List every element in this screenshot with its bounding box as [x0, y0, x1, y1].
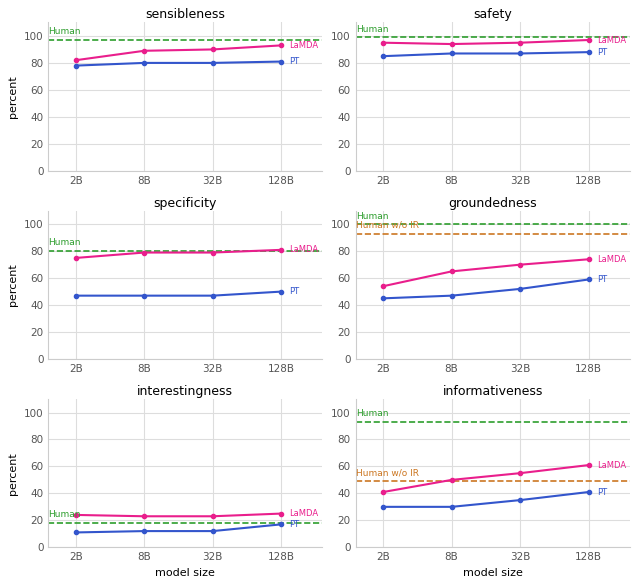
Text: PT: PT [289, 57, 300, 66]
Title: safety: safety [474, 8, 512, 21]
Text: LaMDA: LaMDA [596, 36, 626, 45]
Text: Human: Human [49, 239, 81, 247]
X-axis label: model size: model size [463, 568, 523, 578]
Text: PT: PT [596, 488, 607, 496]
Text: Human: Human [356, 25, 388, 33]
Y-axis label: percent: percent [8, 264, 19, 306]
Text: Human: Human [49, 510, 81, 519]
Text: Human: Human [356, 212, 388, 220]
Y-axis label: percent: percent [8, 452, 19, 495]
Text: Human: Human [356, 409, 388, 418]
Title: sensibleness: sensibleness [145, 8, 225, 21]
Text: LaMDA: LaMDA [596, 255, 626, 264]
Text: Human: Human [49, 28, 81, 36]
Text: PT: PT [289, 520, 300, 529]
Title: interestingness: interestingness [138, 385, 234, 398]
Text: PT: PT [596, 47, 607, 57]
Title: specificity: specificity [154, 197, 217, 210]
Title: groundedness: groundedness [449, 197, 537, 210]
Text: PT: PT [596, 275, 607, 284]
Text: LaMDA: LaMDA [289, 41, 319, 50]
Title: informativeness: informativeness [442, 385, 543, 398]
Text: Human w/o IR: Human w/o IR [356, 221, 419, 230]
Y-axis label: percent: percent [8, 75, 19, 118]
X-axis label: model size: model size [156, 568, 215, 578]
Text: Human w/o IR: Human w/o IR [356, 469, 419, 478]
Text: LaMDA: LaMDA [289, 246, 319, 254]
Text: LaMDA: LaMDA [596, 461, 626, 469]
Text: PT: PT [289, 287, 300, 296]
Text: LaMDA: LaMDA [289, 509, 319, 518]
